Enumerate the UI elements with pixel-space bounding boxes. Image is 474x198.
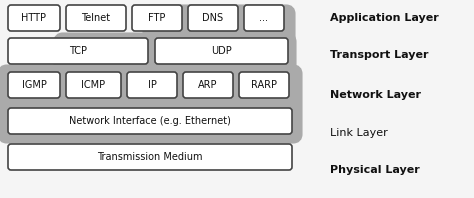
Text: TCP: TCP xyxy=(69,46,87,56)
FancyBboxPatch shape xyxy=(8,108,292,134)
Text: Transport Layer: Transport Layer xyxy=(330,50,428,60)
FancyBboxPatch shape xyxy=(239,72,289,98)
FancyBboxPatch shape xyxy=(66,5,126,31)
Text: ARP: ARP xyxy=(198,80,218,90)
FancyBboxPatch shape xyxy=(8,144,292,170)
Text: DNS: DNS xyxy=(202,13,224,23)
FancyBboxPatch shape xyxy=(132,5,182,31)
FancyBboxPatch shape xyxy=(155,38,288,64)
FancyBboxPatch shape xyxy=(127,72,177,98)
FancyBboxPatch shape xyxy=(3,70,297,138)
Text: ...: ... xyxy=(259,13,268,23)
Text: FTP: FTP xyxy=(148,13,166,23)
Text: UDP: UDP xyxy=(211,46,232,56)
FancyBboxPatch shape xyxy=(66,72,121,98)
FancyBboxPatch shape xyxy=(8,72,60,98)
Text: Network Interface (e.g. Ethernet): Network Interface (e.g. Ethernet) xyxy=(69,116,231,126)
FancyBboxPatch shape xyxy=(148,10,290,66)
Text: IP: IP xyxy=(147,80,156,90)
Text: ICMP: ICMP xyxy=(82,80,106,90)
FancyBboxPatch shape xyxy=(244,5,284,31)
FancyBboxPatch shape xyxy=(183,72,233,98)
FancyBboxPatch shape xyxy=(59,38,291,100)
FancyBboxPatch shape xyxy=(188,5,238,31)
Text: Physical Layer: Physical Layer xyxy=(330,165,420,175)
FancyBboxPatch shape xyxy=(8,5,60,31)
Text: Network Layer: Network Layer xyxy=(330,90,421,100)
Text: Telnet: Telnet xyxy=(82,13,110,23)
Text: HTTP: HTTP xyxy=(21,13,46,23)
Text: Link Layer: Link Layer xyxy=(330,128,388,138)
Text: Application Layer: Application Layer xyxy=(330,13,439,23)
Text: RARP: RARP xyxy=(251,80,277,90)
Text: Transmission Medium: Transmission Medium xyxy=(97,152,203,162)
Text: IGMP: IGMP xyxy=(21,80,46,90)
FancyBboxPatch shape xyxy=(8,38,148,64)
